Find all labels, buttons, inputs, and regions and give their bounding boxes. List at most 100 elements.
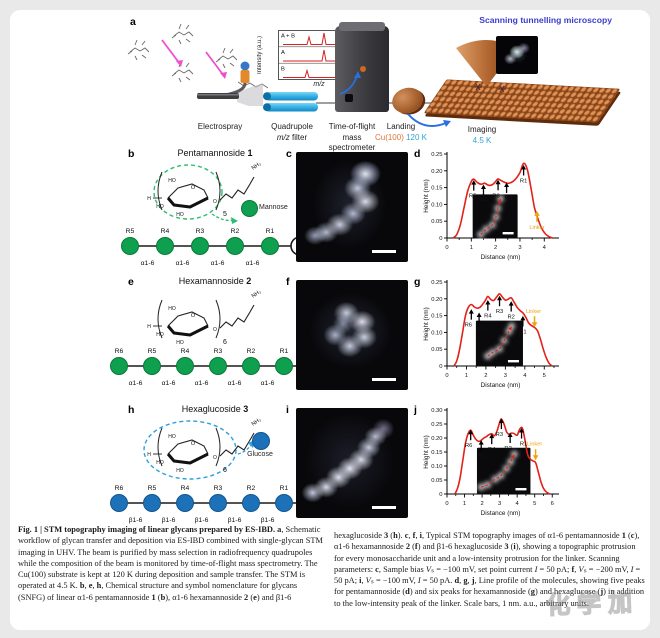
- label-imaging: Imaging 4.5 K: [444, 125, 520, 146]
- svg-text:3: 3: [498, 501, 501, 507]
- svg-text:H: H: [147, 196, 151, 202]
- stm-image-pentamannoside: [296, 152, 408, 262]
- svg-text:R5: R5: [126, 228, 135, 235]
- svg-text:α1-6: α1-6: [195, 380, 209, 387]
- caption-segment: ), α1-6 hexamannoside: [334, 531, 640, 552]
- svg-text:β1-6: β1-6: [162, 517, 176, 524]
- label-mz: m/z: [276, 132, 290, 142]
- svg-text:1: 1: [463, 501, 466, 507]
- svg-text:R5: R5: [469, 194, 476, 200]
- caption-segment: Fig. 1 | STM topography imaging of linea…: [18, 525, 278, 534]
- svg-text:0: 0: [439, 492, 442, 498]
- caption-segment: d: [405, 587, 410, 597]
- caption-segment: ,: [574, 564, 579, 574]
- svg-text:R2: R2: [247, 485, 256, 492]
- caption-segment: (: [155, 592, 161, 602]
- panel-letter-i: i: [286, 404, 289, 416]
- caption-segment: I: [630, 564, 634, 574]
- caption-segment: b: [79, 581, 85, 591]
- svg-text:R4: R4: [488, 447, 496, 453]
- caption-segment: f: [571, 564, 575, 574]
- svg-text:0.10: 0.10: [431, 330, 442, 336]
- panel-letter-f: f: [286, 276, 290, 288]
- svg-text:HO: HO: [176, 468, 184, 474]
- svg-text:HO: HO: [168, 306, 176, 312]
- svg-text:0.25: 0.25: [431, 152, 442, 158]
- compound-name-2: Hexamannoside: [178, 276, 244, 286]
- svg-text:R5: R5: [477, 454, 484, 460]
- label-imaging-line1: Imaging: [467, 125, 497, 134]
- svg-text:0.25: 0.25: [431, 280, 442, 286]
- label-cu100: Cu(100): [374, 132, 404, 142]
- label-tof-line1: Time-of-flight: [328, 122, 376, 131]
- svg-text:R4: R4: [181, 485, 190, 492]
- svg-text:O: O: [191, 441, 196, 447]
- svg-text:HO: HO: [176, 340, 184, 346]
- caption-segment: ,: [408, 531, 413, 540]
- caption-segment: ,: [459, 576, 464, 586]
- svg-text:O: O: [213, 327, 217, 333]
- stm-preview-image: [496, 36, 538, 74]
- emitter-knob: [240, 61, 250, 71]
- svg-text:5: 5: [223, 211, 227, 218]
- adsorbed-molecules: [474, 83, 506, 93]
- svg-text:α1-6: α1-6: [141, 260, 155, 267]
- svg-text:0.05: 0.05: [431, 478, 442, 484]
- svg-text:NH₂: NH₂: [251, 417, 263, 428]
- svg-text:H: H: [147, 452, 151, 458]
- svg-text:H: H: [147, 324, 151, 330]
- line-profile-chart-g: 0 0.05 0.10 0.15 0.20 0.25 0 1 2 3 4 5 Distance (nm)…: [423, 280, 559, 389]
- svg-text:Distance (nm): Distance (nm): [481, 510, 521, 517]
- svg-text:0.20: 0.20: [431, 436, 442, 442]
- mannose-legend-label: Mannose: [259, 204, 288, 211]
- svg-text:5: 5: [533, 501, 536, 507]
- stm-image-hexaglucoside: [296, 408, 408, 518]
- caption-segment: 1: [151, 592, 156, 602]
- svg-text:0.20: 0.20: [431, 169, 442, 175]
- caption-segment: (: [625, 531, 631, 540]
- caption-segment: ₛ = −100 mV, set point current: [431, 564, 535, 574]
- caption-segment: g: [463, 576, 468, 586]
- svg-text:α1-6: α1-6: [176, 260, 190, 267]
- svg-text:R3: R3: [196, 228, 205, 235]
- caption-column-2: hexaglucoside 3 (h). c, f, i, Typical ST…: [334, 530, 646, 609]
- caption-segment: = 50 pA;: [537, 564, 572, 574]
- label-quadrupole-line1: Quadrupole: [271, 122, 313, 131]
- quadrupole-rods: [263, 92, 318, 112]
- deflection-arrow: [339, 71, 361, 95]
- svg-text:R4: R4: [181, 348, 190, 355]
- svg-text:0.05: 0.05: [431, 347, 442, 353]
- svg-text:α1-6: α1-6: [228, 380, 242, 387]
- mannose-legend-dot: [241, 200, 258, 217]
- svg-text:HO: HO: [168, 178, 176, 184]
- svg-text:α1-6: α1-6: [211, 260, 225, 267]
- svg-text:R4: R4: [484, 314, 492, 320]
- svg-text:R6: R6: [115, 485, 124, 492]
- caption-segment: 2: [244, 592, 249, 602]
- svg-text:0.10: 0.10: [431, 464, 442, 470]
- svg-text:0.10: 0.10: [431, 202, 442, 208]
- svg-text:R1: R1: [280, 348, 289, 355]
- svg-text:NH₂: NH₂: [251, 161, 263, 172]
- svg-text:5: 5: [543, 373, 546, 379]
- caption-segment: ,: [467, 576, 472, 586]
- svg-text:R6: R6: [465, 443, 472, 449]
- svg-text:R1: R1: [519, 329, 526, 335]
- svg-text:3: 3: [504, 373, 507, 379]
- ms-inset-ylabel: Intensity (a.u.): [257, 36, 263, 75]
- svg-text:R6: R6: [115, 348, 124, 355]
- svg-text:4: 4: [523, 373, 527, 379]
- svg-text:HO: HO: [156, 460, 164, 466]
- stm-image-hexamannoside: [296, 280, 408, 390]
- caption-segment: j: [471, 576, 475, 586]
- svg-text:R2: R2: [247, 348, 256, 355]
- svg-text:1: 1: [465, 373, 468, 379]
- caption-segment: ) and six peaks for hexamannoside (: [409, 587, 531, 597]
- caption-segment: = 50 pA.: [420, 576, 455, 586]
- svg-text:0.30: 0.30: [431, 408, 442, 414]
- svg-text:Height (nm): Height (nm): [423, 435, 430, 468]
- caption-segment: I: [534, 564, 538, 574]
- caption-segment: V: [578, 564, 584, 574]
- panel-letter-h: h: [128, 404, 135, 416]
